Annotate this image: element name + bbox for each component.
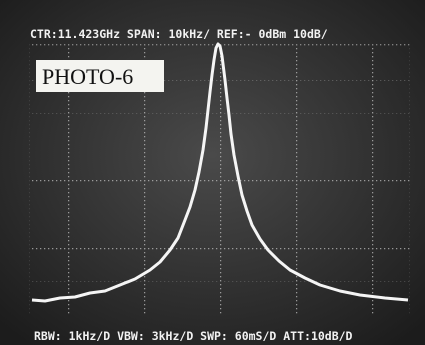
analyzer-screen: CTR:11.423GHz SPAN: 10kHz/ REF:- 0dBm 10… [0,0,425,345]
header-settings: CTR:11.423GHz SPAN: 10kHz/ REF:- 0dBm 10… [30,27,328,41]
photo-label: PHOTO-6 [42,64,133,89]
footer-settings: RBW: 1kHz/D VBW: 3kHz/D SWP: 60mS/D ATT:… [34,329,353,343]
screen-background [0,0,425,345]
